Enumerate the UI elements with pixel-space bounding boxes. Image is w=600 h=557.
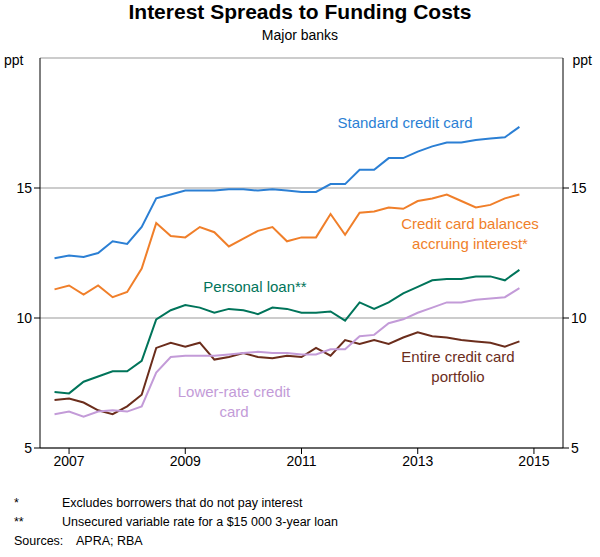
svg-text:15: 15 [571, 180, 587, 196]
html-text:Excludes borrowers that do not: Excludes borrowers that do not pay inter… [62, 496, 303, 510]
html-text:Entire credit card portfolio: Entire credit card portfolio [401, 348, 515, 385]
svg-text:5: 5 [571, 440, 579, 456]
svg-text:10: 10 [16, 310, 32, 326]
svg-text:2015: 2015 [518, 453, 549, 469]
svg-text:15: 15 [16, 180, 32, 196]
svg-text:10: 10 [571, 310, 587, 326]
svg-text:2011: 2011 [286, 453, 316, 469]
svg-text:2009: 2009 [170, 453, 201, 469]
html-text:Credit card balances accruing: Credit card balances accruing interest* [401, 215, 539, 252]
html-text:ppt: ppt [4, 52, 24, 68]
html-text:APRA; RBA: APRA; RBA [76, 534, 143, 548]
svg-text:2013: 2013 [402, 453, 433, 469]
html-text:Standard credit card: Standard credit card [337, 114, 473, 131]
html-text:Lower-rate credit card: Lower-rate credit card [177, 383, 291, 420]
html-text:ppt: ppt [572, 52, 592, 68]
html-text:Interest Spreads to Funding Co: Interest Spreads to Funding Costs [128, 0, 472, 23]
html-text:Personal loan**: Personal loan** [203, 278, 307, 295]
html-text:Sources:: Sources: [14, 534, 64, 548]
svg-text:5: 5 [24, 440, 32, 456]
svg-text:2007: 2007 [53, 453, 84, 469]
html-text:Major banks: Major banks [261, 27, 339, 43]
html-text:Unsecured variable rate for a: Unsecured variable rate for a $15 000 3-… [62, 515, 338, 529]
